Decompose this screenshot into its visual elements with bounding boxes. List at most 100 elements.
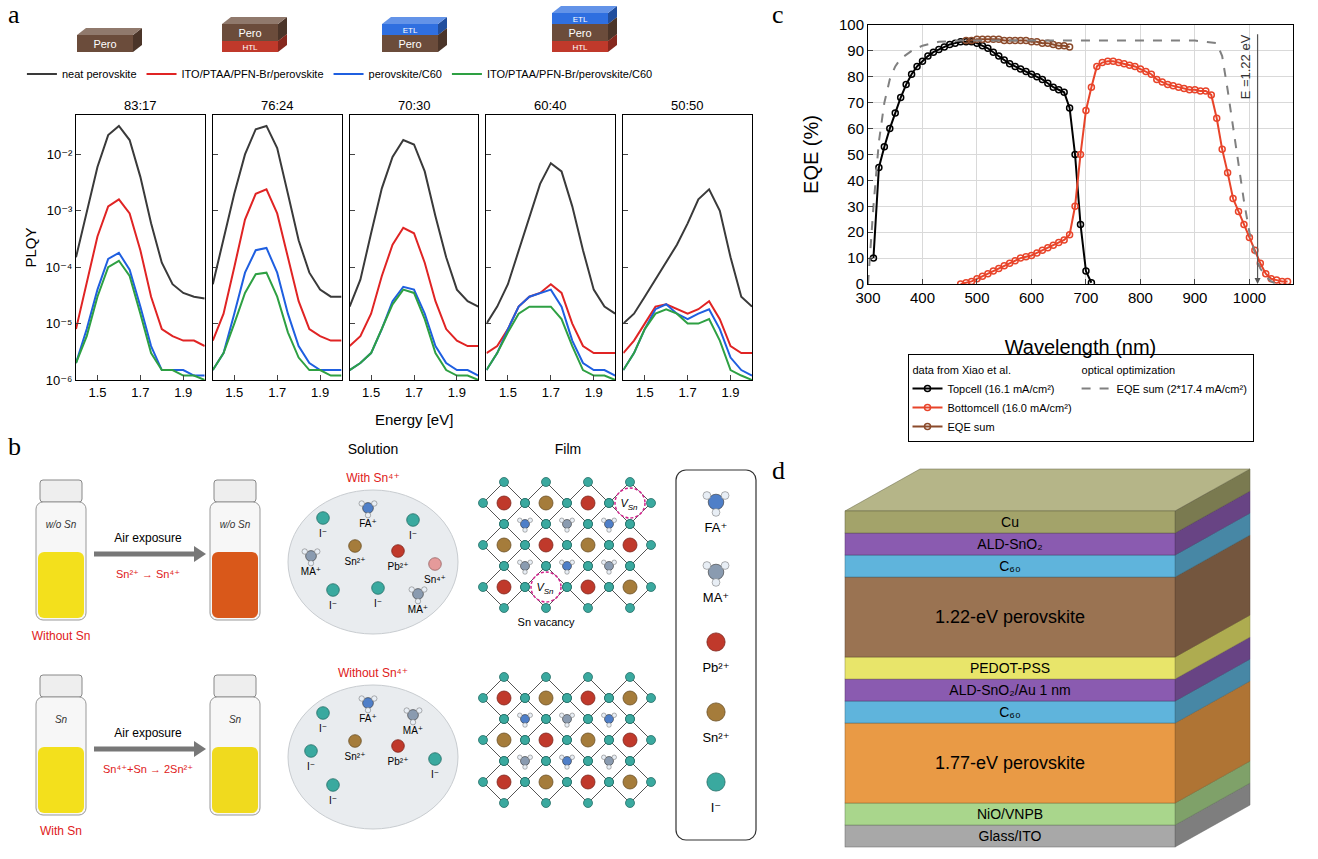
- svg-text:1.9: 1.9: [174, 385, 192, 400]
- svg-text:neat perovskite: neat perovskite: [62, 68, 137, 80]
- svg-text:Pb²⁺: Pb²⁺: [388, 756, 409, 767]
- svg-text:ALD-SnO₂/Au 1 nm: ALD-SnO₂/Au 1 nm: [949, 682, 1070, 698]
- svg-text:Pero: Pero: [238, 27, 261, 39]
- svg-text:PEDOT-PSS: PEDOT-PSS: [970, 660, 1050, 676]
- svg-text:1.5: 1.5: [225, 385, 243, 400]
- svg-text:Pb²⁺: Pb²⁺: [702, 660, 729, 675]
- svg-text:40: 40: [847, 172, 864, 189]
- svg-text:1.5: 1.5: [362, 385, 380, 400]
- svg-text:83:17: 83:17: [124, 98, 157, 113]
- svg-text:Sn²⁺ → Sn⁴⁺: Sn²⁺ → Sn⁴⁺: [116, 568, 180, 580]
- svg-text:HTL: HTL: [242, 43, 258, 52]
- svg-text:VSn: VSn: [536, 581, 554, 596]
- svg-text:I⁻: I⁻: [307, 761, 315, 772]
- svg-text:FA⁺: FA⁺: [705, 520, 728, 535]
- svg-text:60: 60: [847, 120, 864, 137]
- svg-text:60:40: 60:40: [534, 98, 567, 113]
- svg-text:Solution: Solution: [348, 441, 399, 457]
- svg-text:Bottomcell (16.0 mA/cm²): Bottomcell (16.0 mA/cm²): [948, 402, 1072, 414]
- svg-text:With Sn: With Sn: [40, 824, 82, 838]
- svg-text:MA⁺: MA⁺: [403, 725, 423, 736]
- svg-text:MA⁺: MA⁺: [703, 590, 729, 605]
- svg-text:1.9: 1.9: [448, 385, 466, 400]
- svg-text:Wavelength (nm): Wavelength (nm): [1005, 336, 1157, 358]
- svg-text:I⁻: I⁻: [319, 528, 327, 539]
- svg-text:MA⁺: MA⁺: [301, 566, 321, 577]
- svg-text:ALD-SnO₂: ALD-SnO₂: [977, 536, 1042, 552]
- svg-text:I⁻: I⁻: [329, 600, 337, 611]
- svg-text:With Sn⁴⁺: With Sn⁴⁺: [346, 471, 400, 485]
- svg-text:70:30: 70:30: [398, 98, 431, 113]
- svg-text:Sn: Sn: [55, 714, 68, 725]
- svg-text:Sn²⁺: Sn²⁺: [345, 751, 366, 762]
- svg-text:700: 700: [1073, 289, 1098, 306]
- svg-text:76:24: 76:24: [261, 98, 294, 113]
- svg-text:PLQY: PLQY: [22, 227, 39, 267]
- svg-text:80: 80: [847, 68, 864, 85]
- svg-text:perovskite/C60: perovskite/C60: [369, 68, 442, 80]
- svg-text:1.5: 1.5: [499, 385, 517, 400]
- svg-text:I⁻: I⁻: [431, 769, 439, 780]
- svg-text:I⁻: I⁻: [374, 598, 382, 609]
- svg-text:Sn⁴⁺+Sn → 2Sn²⁺: Sn⁴⁺+Sn → 2Sn²⁺: [103, 763, 193, 775]
- svg-text:100: 100: [839, 16, 864, 33]
- svg-text:Without Sn⁴⁺: Without Sn⁴⁺: [338, 666, 408, 680]
- svg-text:data from Xiao et al.: data from Xiao et al.: [913, 364, 1011, 376]
- svg-text:Air exposure: Air exposure: [114, 726, 182, 740]
- svg-text:1.7: 1.7: [542, 385, 560, 400]
- svg-text:500: 500: [964, 289, 989, 306]
- svg-text:C₆₀: C₆₀: [999, 558, 1021, 574]
- svg-text:ITO/PTAA/PFN-Br/perovskite: ITO/PTAA/PFN-Br/perovskite: [182, 68, 324, 80]
- svg-text:FA⁺: FA⁺: [359, 713, 377, 724]
- svg-text:30: 30: [847, 198, 864, 215]
- svg-text:1.9: 1.9: [311, 385, 329, 400]
- svg-text:Glass/ITO: Glass/ITO: [979, 828, 1042, 844]
- svg-text:I⁻: I⁻: [319, 723, 327, 734]
- svg-text:1.7: 1.7: [131, 385, 149, 400]
- svg-text:1.9: 1.9: [585, 385, 603, 400]
- svg-text:I⁻: I⁻: [329, 795, 337, 806]
- svg-text:1.9: 1.9: [722, 385, 740, 400]
- svg-text:Sn vacancy: Sn vacancy: [518, 616, 575, 628]
- svg-text:Energy [eV]: Energy [eV]: [375, 411, 453, 428]
- svg-text:EQE (%): EQE (%): [800, 115, 822, 194]
- svg-text:HTL: HTL: [572, 43, 588, 52]
- svg-text:Pero: Pero: [93, 38, 116, 50]
- svg-text:20: 20: [847, 223, 864, 240]
- svg-text:ITO/PTAA/PFN-Br/perovskite/C60: ITO/PTAA/PFN-Br/perovskite/C60: [487, 68, 652, 80]
- svg-text:w/o Sn: w/o Sn: [220, 519, 251, 530]
- svg-text:70: 70: [847, 94, 864, 111]
- svg-text:10⁻⁴: 10⁻⁴: [45, 260, 72, 275]
- svg-text:10⁻²: 10⁻²: [47, 147, 73, 162]
- svg-text:MA⁺: MA⁺: [408, 604, 428, 615]
- svg-text:1.7: 1.7: [405, 385, 423, 400]
- svg-text:1.22-eV perovskite: 1.22-eV perovskite: [935, 607, 1085, 627]
- svg-text:FA⁺: FA⁺: [359, 518, 377, 529]
- svg-text:I⁻: I⁻: [409, 530, 417, 541]
- svg-text:50:50: 50:50: [671, 98, 704, 113]
- svg-text:w/o Sn: w/o Sn: [46, 519, 77, 530]
- svg-text:1.7: 1.7: [679, 385, 697, 400]
- svg-text:50: 50: [847, 146, 864, 163]
- svg-text:Sn: Sn: [229, 714, 242, 725]
- svg-text:Sn⁴⁺: Sn⁴⁺: [424, 574, 446, 585]
- svg-text:0: 0: [856, 275, 864, 292]
- svg-text:800: 800: [1128, 289, 1153, 306]
- svg-text:Pb²⁺: Pb²⁺: [388, 561, 409, 572]
- svg-text:EQE sum: EQE sum: [948, 421, 995, 433]
- svg-text:Topcell (16.1 mA/cm²): Topcell (16.1 mA/cm²): [948, 383, 1055, 395]
- svg-text:VSn: VSn: [620, 497, 638, 512]
- svg-text:Air exposure: Air exposure: [114, 531, 182, 545]
- svg-text:400: 400: [910, 289, 935, 306]
- svg-text:Sn²⁺: Sn²⁺: [702, 730, 729, 745]
- svg-text:ETL: ETL: [573, 15, 588, 24]
- svg-text:600: 600: [1019, 289, 1044, 306]
- svg-text:10⁻⁵: 10⁻⁵: [46, 316, 73, 331]
- svg-text:10: 10: [847, 249, 864, 266]
- svg-text:10⁻³: 10⁻³: [47, 203, 73, 218]
- svg-text:300: 300: [855, 289, 880, 306]
- svg-text:ETL: ETL: [403, 26, 418, 35]
- svg-text:C₆₀: C₆₀: [999, 704, 1021, 720]
- svg-text:1000: 1000: [1233, 289, 1266, 306]
- svg-text:Cu: Cu: [1001, 514, 1019, 530]
